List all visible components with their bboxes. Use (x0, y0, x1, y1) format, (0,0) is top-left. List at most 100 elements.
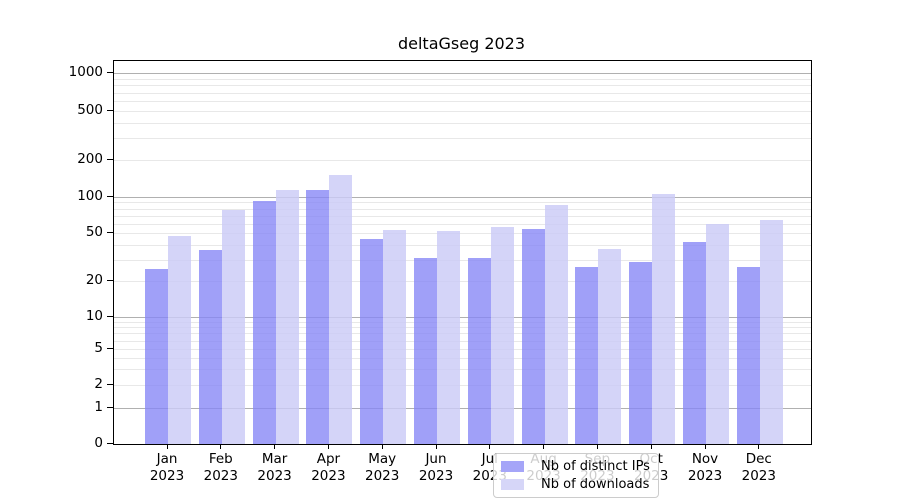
bar-distinct-ips-may (360, 238, 384, 444)
x-tick (543, 444, 545, 449)
y-tick-label: 100 (77, 187, 103, 204)
legend-label-distinct-ips: Nb of distinct IPs (541, 459, 650, 475)
major-gridline (114, 73, 811, 74)
bar-downloads-sep (598, 248, 622, 444)
x-tick-label: Nov 2023 (687, 451, 723, 484)
minor-gridline (114, 138, 811, 140)
y-tick-label: 5 (94, 339, 103, 356)
bar-distinct-ips-apr (306, 190, 330, 444)
minor-gridline (114, 122, 811, 124)
major-gridline (114, 408, 811, 409)
y-tick-label: 1000 (68, 63, 103, 80)
minor-gridline (114, 327, 811, 329)
x-tick-label: May 2023 (365, 451, 400, 484)
major-gridline (114, 197, 811, 198)
y-tick (107, 383, 113, 385)
legend-swatch-downloads (501, 478, 524, 490)
bar-distinct-ips-dec (736, 267, 760, 444)
x-tick (704, 444, 706, 449)
minor-gridline (114, 333, 811, 335)
bar-distinct-ips-oct (629, 261, 653, 444)
x-tick (596, 444, 599, 449)
minor-gridline (114, 349, 811, 350)
bar-downloads-aug (544, 205, 568, 444)
minor-gridline (114, 369, 811, 371)
y-tick (107, 315, 113, 317)
bar-downloads-apr (329, 175, 353, 444)
minor-gridline (114, 223, 811, 225)
bar-downloads-jun (437, 230, 460, 444)
x-tick-label: Mar 2023 (257, 451, 292, 484)
y-tick-label: 2 (94, 375, 103, 392)
y-tick (107, 406, 113, 408)
x-tick-label: Dec 2023 (741, 451, 776, 484)
bar-downloads-oct (652, 193, 676, 444)
minor-gridline (114, 233, 811, 234)
y-tick-label: 50 (85, 223, 103, 240)
minor-gridline (114, 101, 811, 102)
minor-gridline (114, 78, 811, 80)
bar-downloads-dec (759, 220, 783, 444)
y-tick (107, 279, 113, 281)
x-tick (327, 444, 330, 449)
x-tick (220, 444, 222, 449)
bar-downloads-nov (706, 224, 729, 444)
y-tick (107, 158, 113, 160)
minor-gridline (114, 215, 811, 217)
major-gridline (114, 317, 811, 318)
bar-downloads-feb (221, 209, 245, 444)
bar-distinct-ips-jun (414, 258, 437, 444)
y-tick-label: 10 (85, 307, 103, 324)
chart-title: deltaGseg 2023 (397, 34, 526, 53)
x-tick (166, 444, 168, 449)
x-tick (435, 444, 437, 449)
y-tick-label: 0 (94, 434, 103, 451)
x-tick-label: Jan 2023 (149, 451, 185, 484)
plot-area: Nb of distinct IPs Nb of downloads (113, 60, 812, 498)
x-tick (758, 444, 760, 449)
legend: Nb of distinct IPs Nb of downloads (493, 453, 659, 498)
x-tick (381, 444, 383, 449)
minor-gridline (114, 281, 811, 282)
y-tick (107, 442, 113, 444)
y-tick (107, 109, 113, 111)
legend-swatch-distinct-ips (501, 461, 524, 473)
minor-gridline (114, 321, 811, 323)
bar-distinct-ips-nov (683, 242, 706, 444)
minor-gridline (114, 357, 811, 359)
bar-downloads-may (383, 229, 407, 444)
y-tick-label: 20 (85, 271, 103, 288)
x-tick-label: Feb 2023 (203, 451, 238, 484)
bar-distinct-ips-jan (145, 269, 168, 444)
bar-distinct-ips-feb (198, 250, 222, 444)
y-tick (107, 71, 113, 73)
minor-gridline (114, 340, 811, 342)
minor-gridline (114, 208, 811, 210)
x-tick-label: Apr 2023 (311, 451, 346, 484)
x-tick (650, 444, 652, 449)
minor-gridline (114, 202, 811, 204)
minor-gridline (114, 244, 811, 246)
bar-distinct-ips-mar (252, 201, 276, 444)
x-tick (274, 444, 276, 449)
bar-distinct-ips-sep (575, 267, 599, 444)
y-tick-label: 500 (77, 101, 103, 118)
minor-gridline (114, 385, 811, 386)
bar-distinct-ips-jul (467, 258, 491, 444)
legend-row-distinct-ips: Nb of distinct IPs (501, 459, 651, 474)
x-tick (489, 444, 491, 449)
y-tick-label: 1 (94, 398, 103, 415)
minor-gridline (114, 111, 811, 112)
y-tick (107, 347, 113, 349)
y-tick (107, 195, 113, 197)
legend-row-downloads: Nb of downloads (501, 477, 651, 492)
bar-downloads-jul (490, 227, 514, 444)
minor-gridline (114, 85, 811, 87)
bar-distinct-ips-aug (521, 229, 545, 444)
legend-label-downloads: Nb of downloads (541, 476, 650, 492)
y-tick (107, 231, 113, 233)
minor-gridline (114, 160, 811, 161)
x-tick-label: Jun 2023 (418, 451, 454, 484)
bar-downloads-mar (275, 190, 299, 444)
